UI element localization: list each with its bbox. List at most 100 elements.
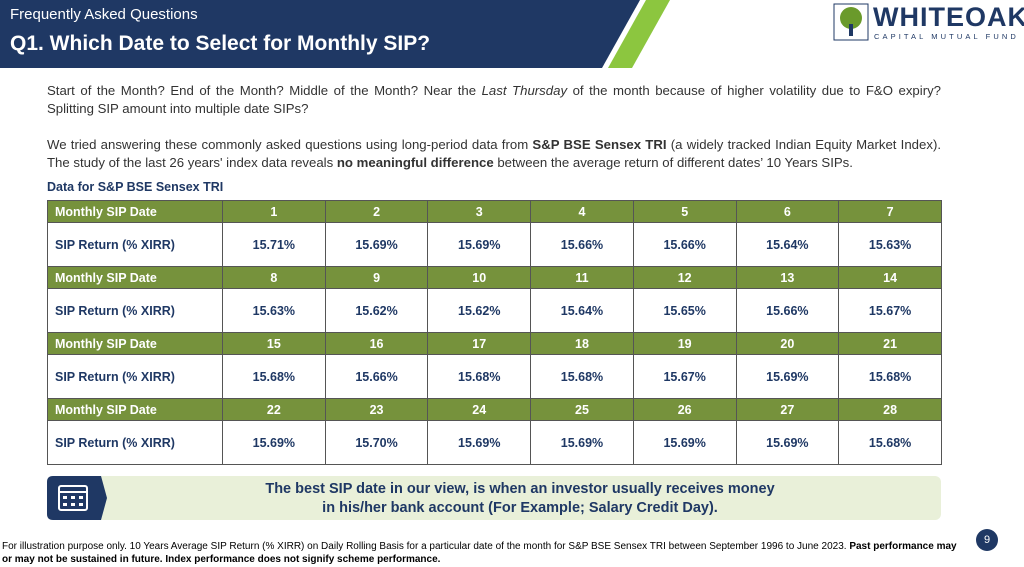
strong: Past performance may or may not be susta…: [2, 541, 957, 565]
date-cell: 22: [222, 398, 326, 421]
study-paragraph: We tried answering these commonly asked …: [47, 136, 941, 172]
page-number: 9: [976, 529, 998, 551]
return-cell: 15.68%: [530, 354, 634, 399]
date-cell: 26: [632, 398, 737, 421]
callout-line: in his/her bank account (For Example; Sa…: [322, 500, 718, 516]
return-cell: 15.69%: [222, 420, 326, 465]
header-stripe: [608, 0, 670, 68]
return-cell: 15.64%: [735, 222, 840, 267]
date-cell: 24: [427, 398, 532, 421]
strong: S&P BSE Sensex TRI: [532, 137, 667, 152]
date-cell: 5: [632, 200, 737, 223]
date-row: Monthly SIP Date 8 9 10 11 12 13 14: [47, 266, 942, 289]
date-cell: 20: [735, 332, 840, 355]
header-bar: [0, 0, 640, 68]
return-cell: 15.64%: [530, 288, 634, 333]
date-cell: 8: [222, 266, 326, 289]
returns-table: Monthly SIP Date 1 2 3 4 5 6 7 SIP Return (% XIR…: [47, 200, 942, 465]
row-label: Monthly SIP Date: [47, 332, 223, 355]
callout: [47, 476, 941, 520]
return-cell: 15.63%: [838, 222, 942, 267]
return-cell: 15.68%: [838, 420, 942, 465]
date-cell: 19: [632, 332, 737, 355]
date-cell: 23: [324, 398, 429, 421]
return-cell: 15.69%: [735, 354, 840, 399]
row-label: Monthly SIP Date: [47, 266, 223, 289]
return-cell: 15.69%: [427, 420, 532, 465]
return-cell: 15.67%: [838, 288, 942, 333]
return-cell: 15.70%: [324, 420, 429, 465]
return-row: SIP Return (% XIRR) 15.69% 15.70% 15.69% 15.…: [47, 420, 942, 465]
return-cell: 15.67%: [632, 354, 737, 399]
text: We tried answering these commonly asked …: [47, 137, 533, 152]
table-caption: Data for S&P BSE Sensex TRI: [47, 180, 224, 194]
date-cell: 4: [530, 200, 634, 223]
callout-text: The best SIP date in our view, is when a…: [110, 480, 930, 518]
date-cell: 27: [735, 398, 840, 421]
return-row: SIP Return (% XIRR) 15.71% 15.69% 15.69% 15.…: [47, 222, 942, 267]
row-label: Monthly SIP Date: [47, 398, 223, 421]
row-label: SIP Return (% XIRR): [47, 354, 223, 399]
return-cell: 15.68%: [838, 354, 942, 399]
text: (a widely tracked Indian Equity Market I…: [47, 137, 941, 170]
callout-icon: [47, 476, 107, 520]
date-row: Monthly SIP Date 15 16 17 18 19 20 21: [47, 332, 942, 355]
date-cell: 21: [838, 332, 942, 355]
return-cell: 15.62%: [324, 288, 429, 333]
callout-line: The best SIP date in our view, is when a…: [265, 481, 775, 497]
return-cell: 15.66%: [735, 288, 840, 333]
return-cell: 15.69%: [735, 420, 840, 465]
logo-tagline: CAPITAL MUTUAL FUND: [874, 32, 1019, 41]
date-cell: 28: [838, 398, 942, 421]
date-cell: 15: [222, 332, 326, 355]
return-cell: 15.69%: [427, 222, 532, 267]
logo-tree: [840, 7, 862, 29]
text: between the average return of different …: [493, 155, 853, 170]
date-row: Monthly SIP Date 1 2 3 4 5 6 7: [47, 200, 942, 223]
footnote: For illustration purpose only. 10 Years …: [2, 540, 962, 566]
date-cell: 6: [735, 200, 840, 223]
return-cell: 15.69%: [324, 222, 429, 267]
return-cell: 15.71%: [222, 222, 326, 267]
return-cell: 15.65%: [632, 288, 737, 333]
intro-paragraph: Start of the Month? End of the Month? Mi…: [47, 82, 941, 118]
row-label: SIP Return (% XIRR): [47, 420, 223, 465]
date-cell: 14: [838, 266, 942, 289]
date-cell: 7: [838, 200, 942, 223]
header-shapes: [0, 0, 869, 68]
date-cell: 16: [324, 332, 429, 355]
text: Start of the Month? End of the Month? Mi…: [47, 83, 482, 98]
text: of the month because of higher volatilit…: [47, 83, 942, 116]
header-title: Q1. Which Date to Select for Monthly SIP…: [10, 32, 431, 55]
date-cell: 2: [324, 200, 429, 223]
emphasis: Last Thursday: [481, 83, 568, 98]
row-label: Monthly SIP Date: [47, 200, 223, 223]
return-cell: 15.66%: [632, 222, 737, 267]
date-cell: 10: [427, 266, 532, 289]
return-cell: 15.63%: [222, 288, 326, 333]
return-cell: 15.69%: [632, 420, 737, 465]
header-kicker: Frequently Asked Questions: [10, 6, 198, 23]
date-cell: 9: [324, 266, 429, 289]
return-row: SIP Return (% XIRR) 15.68% 15.66% 15.68% 15.…: [47, 354, 942, 399]
return-cell: 15.66%: [324, 354, 429, 399]
strong: no meaningful difference: [336, 155, 494, 170]
date-cell: 11: [530, 266, 634, 289]
date-cell: 13: [735, 266, 840, 289]
return-row: SIP Return (% XIRR) 15.63% 15.62% 15.62% 15.…: [47, 288, 942, 333]
date-cell: 18: [530, 332, 634, 355]
logo-trunk: [849, 24, 853, 36]
return-cell: 15.68%: [222, 354, 326, 399]
text: For illustration purpose only. 10 Years …: [2, 541, 850, 552]
return-cell: 15.66%: [530, 222, 634, 267]
date-cell: 17: [427, 332, 532, 355]
row-label: SIP Return (% XIRR): [47, 222, 223, 267]
date-cell: 3: [427, 200, 532, 223]
date-row: Monthly SIP Date 22 23 24 25 26 27 28: [47, 398, 942, 421]
row-label: SIP Return (% XIRR): [47, 288, 223, 333]
date-cell: 12: [632, 266, 737, 289]
return-cell: 15.68%: [427, 354, 532, 399]
date-cell: 1: [222, 200, 326, 223]
logo-name: WHITEOAK: [873, 2, 1024, 32]
